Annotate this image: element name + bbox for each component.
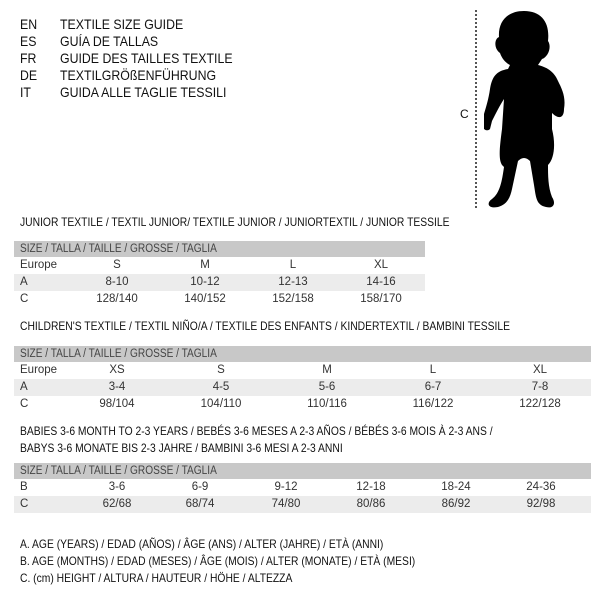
height-label: C <box>460 107 469 121</box>
table-cell: 8-10 <box>105 276 129 288</box>
table-cell: L <box>429 364 437 376</box>
table-row: B 3-6 6-9 9-12 12-18 18-24 24-36 <box>14 479 591 496</box>
language-title: GUIDE DES TAILLES TEXTILE <box>60 50 233 66</box>
row-label: Europe <box>20 259 58 271</box>
table-cell: 4-5 <box>212 381 230 393</box>
size-table: SIZE / TALLA / TAILLE / GRÖSSE / TAGLIA B… <box>14 463 591 513</box>
table-title: JUNIOR TEXTILE / TEXTIL JUNIOR/ TEXTILE … <box>20 215 450 229</box>
table-cell: 86/92 <box>441 498 471 510</box>
table-header: SIZE / TALLA / TAILLE / GRÖSSE / TAGLIA <box>14 241 425 257</box>
table-cell: 92/98 <box>526 498 556 510</box>
table-cell: 7-8 <box>531 381 549 393</box>
table-cell: L <box>289 259 297 271</box>
size-table: SIZE / TALLA / TAILLE / GRÖSSE / TAGLIA E… <box>14 241 425 308</box>
table-cell: 128/140 <box>96 293 138 305</box>
table-cell: 6-7 <box>424 381 442 393</box>
table-cell: 158/170 <box>360 293 402 305</box>
table-cell: 3-6 <box>108 481 126 493</box>
table-cell: 10-12 <box>190 276 220 288</box>
table-header: SIZE / TALLA / TAILLE / GRÖSSE / TAGLIA <box>14 346 591 362</box>
table-header-text: SIZE / TALLA / TAILLE / GRÖSSE / TAGLIA <box>20 243 217 255</box>
table-cell: 18-24 <box>441 481 471 493</box>
language-code: EN <box>20 16 38 32</box>
table-cell: 14-16 <box>366 276 396 288</box>
table-header-text: SIZE / TALLA / TAILLE / GRÖSSE / TAGLIA <box>20 465 217 477</box>
table-row: C 128/140 140/152 152/158 158/170 <box>14 291 425 308</box>
table-cell: 5-6 <box>318 381 336 393</box>
row-label: A <box>20 276 28 288</box>
table-cell: 6-9 <box>191 481 209 493</box>
language-code: DE <box>20 67 38 83</box>
table-cell: 116/122 <box>412 398 454 410</box>
table-row: A 8-10 10-12 12-13 14-16 <box>14 274 425 291</box>
row-label: A <box>20 381 28 393</box>
table-title: CHILDREN'S TEXTILE / TEXTIL NIÑO/A / TEX… <box>20 319 511 333</box>
legend-item: B. AGE (MONTHS) / EDAD (MESES) / ÂGE (MO… <box>20 554 416 568</box>
row-label: Europe <box>20 364 58 376</box>
table-cell: M <box>200 259 210 271</box>
row-label: B <box>20 481 28 493</box>
table-row: A 3-4 4-5 5-6 6-7 7-8 <box>14 379 591 396</box>
table-title: BABYS 3-6 MONATE BIS 2-3 JAHRE / BAMBINI… <box>20 441 343 455</box>
table-cell: 74/80 <box>271 498 301 510</box>
size-table: SIZE / TALLA / TAILLE / GRÖSSE / TAGLIA E… <box>14 346 591 413</box>
child-silhouette-icon <box>484 11 565 208</box>
table-row: C 98/104 104/110 110/116 116/122 122/128 <box>14 396 591 413</box>
table-row: C 62/68 68/74 74/80 80/86 86/92 92/98 <box>14 496 591 513</box>
table-cell: 122/128 <box>519 398 561 410</box>
legend-item: C. (cm) HEIGHT / ALTURA / HAUTEUR / HÖHE… <box>20 571 293 585</box>
language-title: TEXTILE SIZE GUIDE <box>60 16 184 32</box>
table-cell: 140/152 <box>184 293 226 305</box>
language-code: IT <box>20 84 31 100</box>
table-cell: 62/68 <box>102 498 132 510</box>
table-title: BABIES 3-6 MONTH TO 2-3 YEARS / BEBÉS 3-… <box>20 424 493 438</box>
table-cell: 80/86 <box>356 498 386 510</box>
table-cell: 104/110 <box>200 398 242 410</box>
table-row: Europe XS S M L XL <box>14 362 591 379</box>
table-cell: M <box>322 364 332 376</box>
language-title: GUIDA ALLE TAGLIE TESSILI <box>60 84 227 100</box>
table-cell: 68/74 <box>185 498 215 510</box>
table-cell: 110/116 <box>307 398 347 410</box>
table-cell: 24-36 <box>526 481 556 493</box>
table-cell: 12-18 <box>356 481 386 493</box>
table-cell: 152/158 <box>272 293 314 305</box>
table-cell: S <box>217 364 225 376</box>
language-code: FR <box>20 50 37 66</box>
language-title: TEXTILGRÖßENFÜHRUNG <box>60 67 217 83</box>
table-cell: S <box>113 259 121 271</box>
height-measure-line <box>475 10 477 208</box>
table-cell: 12-13 <box>278 276 308 288</box>
table-cell: XL <box>373 259 389 271</box>
table-header: SIZE / TALLA / TAILLE / GRÖSSE / TAGLIA <box>14 463 591 479</box>
legend-item: A. AGE (YEARS) / EDAD (AÑOS) / ÂGE (ANS)… <box>20 537 384 551</box>
table-cell: 9-12 <box>274 481 298 493</box>
language-code: ES <box>20 33 37 49</box>
table-cell: 98/104 <box>99 398 135 410</box>
language-title: GUÍA DE TALLAS <box>60 33 159 49</box>
table-header-text: SIZE / TALLA / TAILLE / GRÖSSE / TAGLIA <box>20 348 217 360</box>
table-cell: XL <box>532 364 548 376</box>
table-cell: 3-4 <box>108 381 126 393</box>
row-label: C <box>20 398 29 410</box>
table-cell: XS <box>109 364 125 376</box>
row-label: C <box>20 498 29 510</box>
table-row: Europe S M L XL <box>14 257 425 274</box>
row-label: C <box>20 293 29 305</box>
